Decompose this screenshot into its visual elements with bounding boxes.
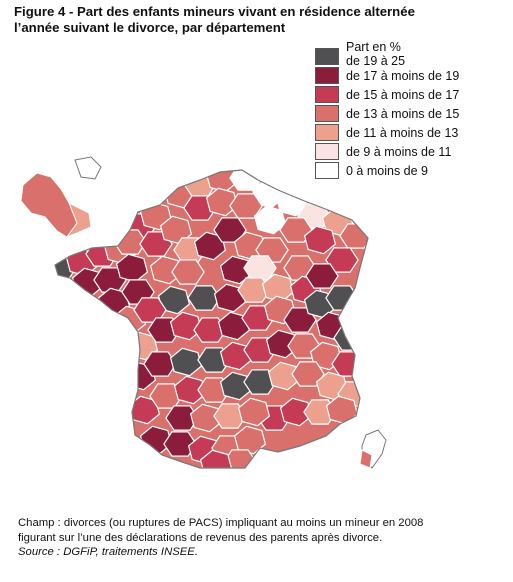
department-region [157, 285, 191, 315]
department-region [165, 405, 199, 431]
department-region [213, 403, 247, 429]
legend-item-15-17: de 15 à moins de 17 [315, 86, 505, 105]
department-region [229, 193, 263, 219]
department-region [237, 397, 271, 427]
department-layer [55, 170, 368, 468]
department-region [279, 397, 313, 427]
legend-item-13-15: de 13 à moins de 15 [315, 105, 505, 124]
legend-label: de 17 à moins de 19 [346, 69, 460, 83]
figure-title: Figure 4 - Part des enfants mineurs viva… [14, 4, 504, 36]
legend-title: Part en % [346, 40, 401, 54]
legend-label: de 15 à moins de 17 [346, 88, 460, 102]
department-region [173, 375, 207, 405]
figure-title-line-2: l’année suivant le divorce, par départem… [14, 20, 286, 35]
department-region [163, 431, 197, 457]
legend-swatch [315, 86, 339, 103]
department-region [291, 361, 325, 387]
department-region [189, 403, 223, 433]
legend-item-17-19: de 17 à moins de 19 [315, 67, 505, 86]
department-region [143, 351, 177, 377]
department-region [199, 449, 233, 468]
legend-item-11-13: de 11 à moins de 13 [315, 124, 505, 143]
legend-label: de 13 à moins de 15 [346, 107, 460, 121]
legend-item-0-9: 0 à moins de 9 [315, 162, 505, 181]
legend-label: 0 à moins de 9 [346, 164, 428, 178]
legend-first-class-label: de 19 à 25 [346, 54, 406, 68]
legend-swatch [315, 48, 339, 65]
department-region [193, 317, 227, 343]
department-region [169, 347, 203, 377]
france-outline [54, 169, 369, 469]
legend-swatch [315, 143, 339, 160]
legend-label: de 9 à moins de 11 [346, 145, 452, 159]
department-region [243, 369, 277, 395]
department-region [171, 259, 205, 285]
legend-label: de 11 à moins de 13 [346, 126, 459, 140]
department-region [149, 255, 183, 285]
department-region [187, 285, 221, 311]
legend-swatch [315, 67, 339, 84]
legend-item-9-11: de 9 à moins de 11 [315, 143, 505, 162]
inset-north [20, 156, 102, 239]
inset-corsica [359, 429, 387, 469]
department-region [205, 187, 239, 217]
france-department-map [20, 156, 387, 469]
legend-swatch [315, 124, 339, 141]
champ-note: Champ : divorces (ou ruptures de PACS) i… [18, 517, 424, 544]
department-region [325, 247, 359, 273]
source-note: Source : DGFiP, traitements INSEE. [18, 546, 198, 558]
department-region [233, 425, 267, 455]
legend-header: Part en % de 19 à 25 [346, 40, 405, 68]
department-region [265, 329, 299, 359]
department-region [303, 225, 337, 255]
figure-title-line-1: Figure 4 - Part des enfants mineurs viva… [14, 4, 415, 19]
department-region [219, 255, 253, 285]
legend-item-19-25 [315, 40, 505, 65]
legend-swatch [315, 105, 339, 122]
department-region [267, 361, 301, 391]
department-region [253, 205, 287, 235]
figure-note: Champ : divorces (ou ruptures de PACS) i… [18, 516, 458, 560]
department-region [305, 263, 339, 289]
legend-swatch [315, 162, 339, 179]
department-region [169, 311, 203, 341]
